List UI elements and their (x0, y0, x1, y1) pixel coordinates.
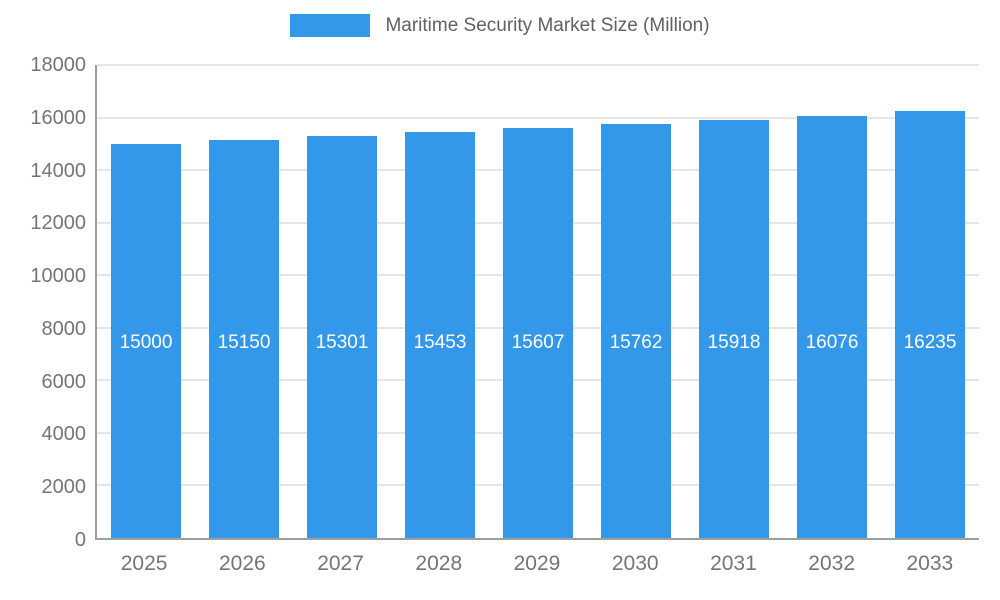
y-axis-labels: 0 2000 4000 6000 8000 10000 12000 14000 16000 180… (0, 55, 87, 550)
bar (404, 131, 476, 538)
bar-slot: 16076 (783, 65, 881, 538)
bar (894, 111, 966, 538)
bar (502, 127, 574, 538)
plot-area: 15000 15150 15301 15453 15607 15762 15918 16076… (95, 64, 979, 540)
y-tick-label: 18000 (30, 54, 86, 76)
x-tick-label: 2026 (218, 552, 266, 575)
gridline (97, 116, 979, 119)
y-tick-label: 0 (74, 529, 86, 551)
x-tick-label: 2029 (513, 552, 561, 575)
bar-value-label: 15453 (413, 331, 467, 353)
y-tick-label: 10000 (30, 265, 86, 288)
chart-title: Maritime Security Market Size (Million) (385, 14, 710, 36)
x-tick-label: 2032 (808, 552, 855, 575)
bar-value-label: 15918 (707, 331, 761, 353)
bar-slot: 15000 (97, 65, 195, 538)
legend-swatch (290, 14, 371, 37)
y-tick-label: 8000 (41, 317, 87, 340)
x-tick-label: 2027 (317, 552, 364, 575)
bar-value-label: 15301 (315, 331, 369, 353)
bar (600, 123, 672, 538)
bar (796, 115, 868, 538)
x-tick-label: 2028 (415, 552, 463, 575)
y-tick-label: 6000 (41, 370, 87, 393)
y-tick-label: 16000 (30, 106, 86, 129)
bar (110, 143, 182, 538)
x-axis-labels: 2025 2026 2027 2028 2029 2030 2031 2032 2033 (95, 552, 979, 576)
bar (306, 135, 378, 538)
bar-value-label: 15762 (609, 331, 663, 353)
gridline (97, 64, 979, 66)
bar-slot: 16235 (881, 65, 979, 538)
bar-slot: 15918 (685, 65, 783, 538)
bar-slot: 15453 (391, 65, 489, 538)
chart-legend: Maritime Security Market Size (Million) (0, 14, 1000, 37)
x-tick-label: 2031 (710, 552, 757, 575)
x-tick-label: 2033 (906, 552, 954, 575)
y-tick-label: 2000 (41, 476, 87, 499)
y-tick-label: 12000 (30, 212, 86, 235)
y-tick-label: 14000 (30, 159, 86, 182)
bar (698, 119, 770, 538)
bar-value-label: 15150 (217, 331, 271, 353)
y-tick-label: 4000 (41, 423, 87, 446)
x-tick-label: 2025 (120, 552, 168, 575)
bar-value-label: 16235 (903, 331, 957, 353)
bar-slot: 15150 (195, 65, 293, 538)
bar-value-label: 15607 (511, 331, 565, 353)
bar-value-label: 15000 (119, 331, 173, 353)
bar-value-label: 16076 (805, 331, 859, 353)
bar-slot: 15762 (587, 65, 685, 538)
bar (208, 139, 280, 538)
x-tick-label: 2030 (611, 552, 659, 575)
bar-slot: 15607 (489, 65, 587, 538)
bar-slot: 15301 (293, 65, 391, 538)
bar-series: 15000 15150 15301 15453 15607 15762 15918 16076… (97, 65, 979, 538)
